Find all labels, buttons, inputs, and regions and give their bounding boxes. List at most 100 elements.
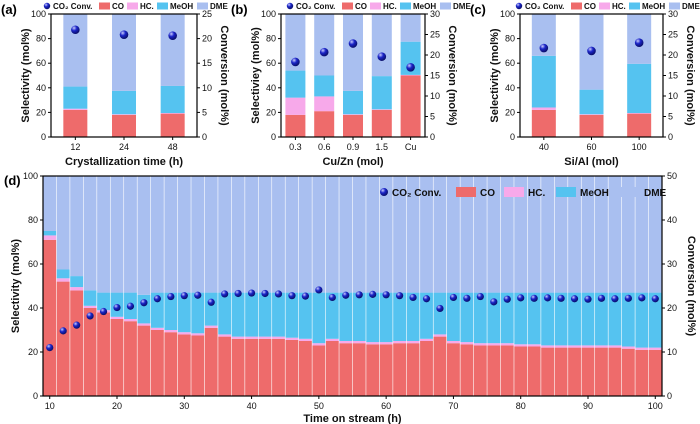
y2-tick-label: 40 — [667, 215, 677, 225]
bar-co-t84 — [541, 347, 555, 396]
bar-hc-t80 — [514, 344, 528, 347]
x-tick-label: 100 — [648, 401, 663, 411]
bar-co-t54 — [339, 343, 353, 396]
y-tick-label: 40 — [36, 83, 46, 93]
bar-dme-t14 — [70, 176, 84, 277]
bar-meoh-t38 — [231, 292, 245, 337]
bar-co-t34 — [204, 327, 218, 396]
bar-hc-t76 — [487, 343, 501, 346]
bar-meoh-12 — [63, 86, 88, 109]
bar-meoh-t60 — [379, 292, 393, 343]
legend-label: MeOH — [580, 188, 609, 199]
conversion-point-t24 — [140, 299, 148, 307]
bar-hc-t66 — [420, 338, 433, 341]
bar-dme-t66 — [420, 176, 433, 293]
bar-meoh-t54 — [339, 292, 353, 341]
bar-co-t96 — [621, 348, 635, 396]
conversion-point-t84 — [544, 294, 552, 302]
bar-dme-24 — [112, 14, 136, 91]
bar-dme-t94 — [608, 176, 622, 293]
x-axis-label: Si/Al (mol) — [564, 156, 619, 168]
bar-co-t32 — [191, 335, 205, 396]
conversion-point-0.6 — [319, 47, 329, 57]
bar-co-t82 — [527, 346, 541, 396]
conversion-point-0.3 — [291, 57, 300, 67]
bar-meoh-t72 — [460, 292, 474, 343]
bar-dme-t18 — [97, 176, 110, 293]
legend-label: HC. — [528, 188, 545, 199]
conversion-point-t94 — [611, 295, 619, 303]
bar-hc-t48 — [298, 338, 312, 341]
x-tick-label: 12 — [70, 142, 80, 152]
conversion-point-t90 — [584, 295, 592, 303]
bar-hc-24 — [112, 114, 136, 115]
x-tick-label: 0.6 — [318, 142, 331, 152]
bar-meoh-t62 — [393, 292, 407, 341]
conversion-point-60 — [587, 46, 596, 56]
bar-co-t80 — [514, 346, 528, 396]
bar-meoh-t74 — [473, 292, 487, 344]
bar-co-t88 — [568, 347, 581, 396]
bar-dme-t78 — [500, 176, 514, 293]
bar-co-48 — [160, 113, 185, 137]
bar-meoh-t76 — [487, 292, 501, 344]
bar-hc-t74 — [473, 343, 487, 346]
conversion-point-t52 — [328, 293, 336, 302]
y2-tick-label: 50 — [667, 171, 677, 181]
plot-frame — [42, 175, 663, 397]
conversion-point-40 — [539, 43, 549, 53]
bar-dme-t56 — [352, 176, 366, 293]
bar-meoh-t64 — [406, 292, 420, 341]
x-tick-label: 0.9 — [347, 142, 360, 152]
y-tick-label: 100 — [23, 171, 38, 181]
y-axis-label: Selectiviey (mol%) — [250, 27, 262, 124]
bar-dme-t60 — [379, 176, 393, 293]
bar-hc-t92 — [595, 345, 608, 348]
bar-co-t30 — [177, 334, 191, 396]
legend-swatch-dme — [620, 187, 640, 197]
bar-co-t52 — [325, 341, 339, 396]
bar-dme-t62 — [393, 176, 407, 293]
conversion-point-t12 — [59, 327, 67, 335]
conversion-point-0.9 — [348, 39, 358, 48]
legend-label: CO₂ Conv. — [53, 2, 92, 11]
bar-meoh-t92 — [595, 292, 608, 346]
bar-hc-t10 — [43, 235, 57, 240]
y2-tick-label: 20 — [202, 34, 212, 44]
bar-hc-0.6 — [314, 96, 335, 112]
bar-meoh-t58 — [366, 292, 380, 343]
bar-dme-t20 — [110, 176, 124, 293]
legend-swatch-dme — [197, 2, 208, 10]
bar-meoh-t94 — [608, 292, 622, 346]
bar-co-t48 — [298, 341, 312, 396]
conversion-point-12 — [71, 25, 80, 35]
bar-co-t22 — [124, 321, 137, 396]
bar-dme-t38 — [231, 176, 245, 293]
bar-dme-t54 — [339, 176, 353, 293]
bar-co-t70 — [446, 343, 460, 396]
x-tick-label: 30 — [179, 401, 189, 411]
y-axis-label: Selectivity (mol%) — [489, 28, 501, 122]
conversion-point-t92 — [597, 294, 606, 302]
bar-hc-t20 — [110, 316, 124, 319]
bar-meoh-t26 — [150, 292, 164, 328]
bar-hc-t58 — [366, 342, 380, 345]
conversion-point-t14 — [73, 321, 81, 329]
legend: CO₂ Conv. CO HC. MeOH DME — [43, 2, 228, 11]
legend-swatch-meoh — [556, 187, 576, 197]
bar-co-12 — [63, 109, 88, 137]
conversion-point-48 — [168, 31, 177, 40]
bar-co-t94 — [608, 347, 622, 396]
bar-meoh-100 — [627, 63, 652, 114]
y-tick-label: 0 — [33, 391, 38, 401]
legend-label: HC. — [383, 2, 397, 11]
conversion-point-t16 — [86, 312, 94, 320]
bar-meoh-t66 — [420, 292, 433, 339]
bar-meoh-t100 — [648, 292, 662, 348]
x-tick-label: 10 — [45, 401, 55, 411]
y2-tick-label: 30 — [668, 9, 678, 19]
bar-dme-12 — [63, 14, 88, 87]
legend-swatch-hc — [370, 2, 381, 10]
bar-dme-t44 — [272, 176, 285, 293]
